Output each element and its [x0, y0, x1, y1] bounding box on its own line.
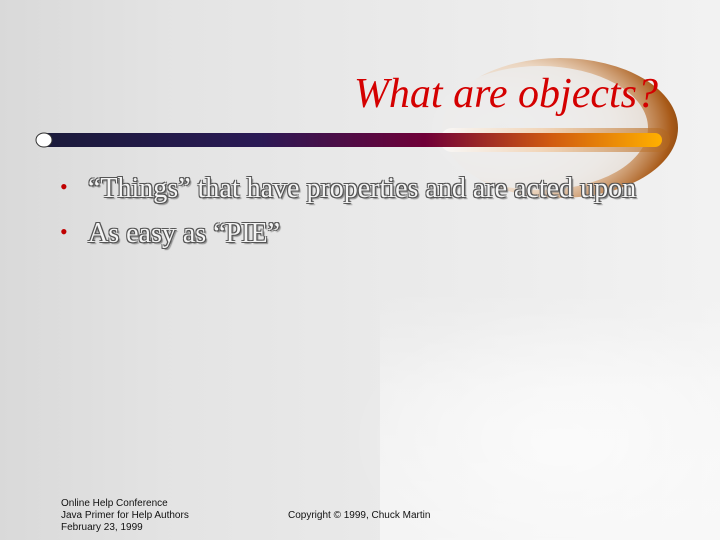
footer-conference: Online Help Conference [61, 498, 168, 509]
bullet-item: • As easy as “PIE” [60, 215, 660, 252]
title-underline-bar [40, 133, 662, 147]
footer-copyright: Copyright © 1999, Chuck Martin [288, 510, 431, 521]
bullet-list: • “Things” that have properties and are … [60, 170, 660, 260]
slide-title: What are objects? [353, 71, 658, 117]
title-swoosh-decoration [35, 58, 678, 198]
bullet-item: • “Things” that have properties and are … [60, 170, 660, 207]
bullet-dot-icon: • [60, 174, 68, 199]
footer-course: Java Primer for Help Authors [61, 510, 189, 521]
background-glow [380, 290, 720, 540]
footer-date: February 23, 1999 [61, 522, 143, 533]
bullet-text: As easy as “PIE” [88, 218, 281, 249]
bullet-dot-icon: • [60, 219, 68, 244]
bullet-text: “Things” that have properties and are ac… [88, 173, 637, 204]
footer-info: Online Help Conference Java Primer for H… [61, 498, 189, 534]
bar-left-cap [35, 132, 53, 148]
